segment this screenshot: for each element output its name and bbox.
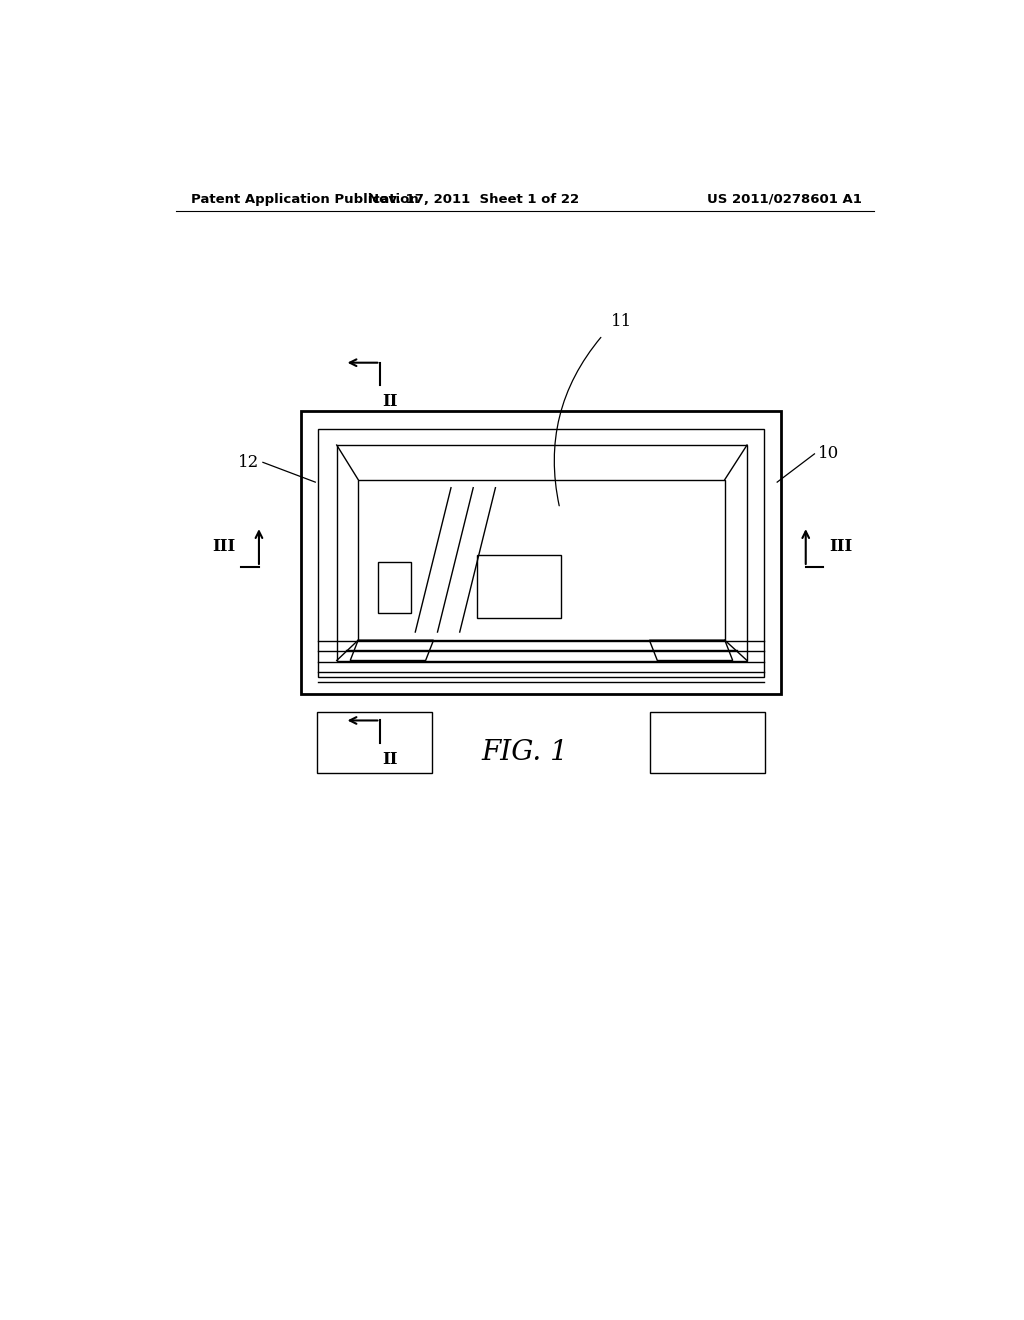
Text: II: II [382, 393, 397, 411]
Bar [358, 479, 725, 640]
Text: 12: 12 [238, 454, 259, 471]
Text: Nov. 17, 2011  Sheet 1 of 22: Nov. 17, 2011 Sheet 1 of 22 [368, 193, 579, 206]
Bar [318, 429, 765, 677]
Text: Patent Application Publication: Patent Application Publication [191, 193, 419, 206]
Text: II: II [382, 751, 397, 768]
Text: FIG. 1: FIG. 1 [481, 739, 568, 767]
Bar [316, 713, 432, 774]
Text: III: III [212, 539, 236, 556]
Bar [337, 445, 748, 660]
Bar [650, 713, 765, 774]
Text: 11: 11 [610, 313, 632, 330]
Bar [477, 554, 560, 618]
Bar [378, 562, 412, 612]
Text: III: III [829, 539, 853, 556]
Text: US 2011/0278601 A1: US 2011/0278601 A1 [708, 193, 862, 206]
Bar [301, 412, 781, 694]
Text: 10: 10 [818, 445, 840, 462]
